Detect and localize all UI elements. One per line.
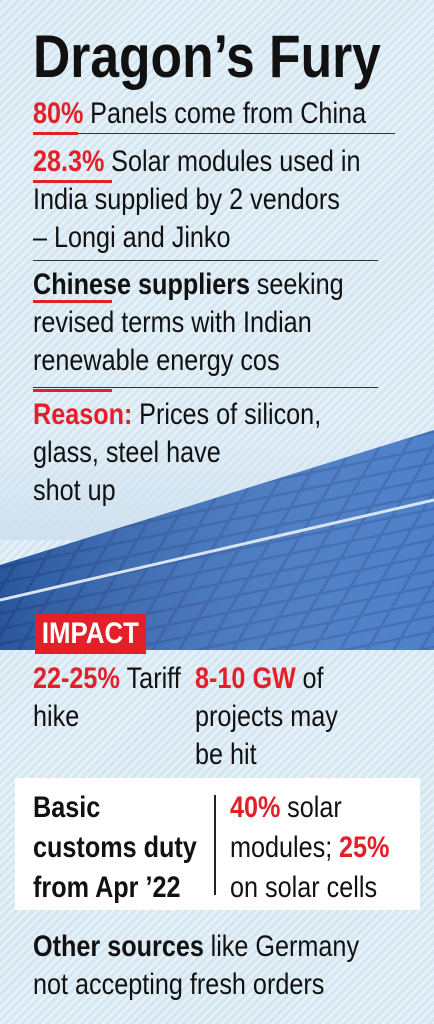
text-block: 8-10 GW of projects may be hit — [195, 660, 338, 774]
text-block: 28.3% Solar modules used in India supplied… — [33, 143, 361, 257]
divider — [33, 260, 378, 261]
highlight: Reason: — [33, 398, 133, 431]
text-line: Prices of silicon, — [139, 398, 322, 431]
text-line: – Longi and Jinko — [33, 221, 231, 254]
detail-segment: modules; — [230, 831, 333, 864]
text-line: from Apr ’22 — [33, 871, 181, 904]
highlight: 8-10 GW — [195, 662, 296, 695]
detail-segment: 25% — [338, 831, 390, 864]
text-block: Other sources like Germany not accepting f… — [33, 928, 359, 1004]
red-underline — [33, 180, 112, 183]
text-line: not accepting fresh orders — [33, 968, 325, 1001]
text-line: renewable energy cos — [33, 344, 280, 377]
highlight: Chinese suppliers — [33, 268, 251, 301]
highlight: Other sources — [33, 930, 204, 963]
text-line: Solar modules used in — [111, 145, 361, 178]
text-line: seeking — [256, 268, 344, 301]
text-line: hike — [33, 700, 80, 733]
highlight: 22-25% — [33, 662, 120, 695]
text-line: Panels come from China — [90, 97, 367, 130]
detail-segment: 40% — [230, 791, 281, 824]
text-line: India supplied by 2 vendors — [33, 183, 340, 216]
brace — [214, 795, 224, 895]
text-line: Basic — [33, 791, 101, 824]
detail-segment: on solar cells — [230, 871, 378, 904]
divider — [33, 387, 378, 388]
text-block: Chinese suppliers seeking revised terms wi… — [33, 266, 344, 380]
text-block: 22-25% Tariff hike — [33, 660, 181, 736]
text-line: customs duty — [33, 831, 197, 864]
text-line: Tariff — [126, 662, 181, 695]
text-line: be hit — [195, 738, 257, 771]
text-block: Reason: Prices of silicon, glass, steel ha… — [33, 396, 321, 510]
customs-box — [15, 778, 420, 910]
highlight: 28.3% — [33, 145, 105, 178]
text-line: projects may — [195, 700, 338, 733]
text-line: revised terms with Indian — [33, 306, 312, 339]
red-underline — [33, 300, 112, 303]
title: Dragon’s Fury — [33, 23, 381, 90]
red-underline — [33, 389, 112, 392]
highlight: 80% — [33, 97, 84, 130]
text-line: like Germany — [210, 930, 360, 963]
text-line: glass, steel have — [33, 436, 221, 469]
customs-detail: 40% solar modules; 25% on solar cells — [230, 788, 389, 908]
text-line: shot up — [33, 474, 116, 507]
impact-label: IMPACT — [35, 614, 146, 654]
text-block: 80% Panels come from China — [33, 95, 366, 133]
divider — [33, 133, 395, 134]
red-underline — [33, 132, 78, 135]
text-line: of — [302, 662, 324, 695]
customs-label: Basic customs duty from Apr ’22 — [33, 788, 197, 908]
detail-segment: solar — [287, 791, 342, 824]
